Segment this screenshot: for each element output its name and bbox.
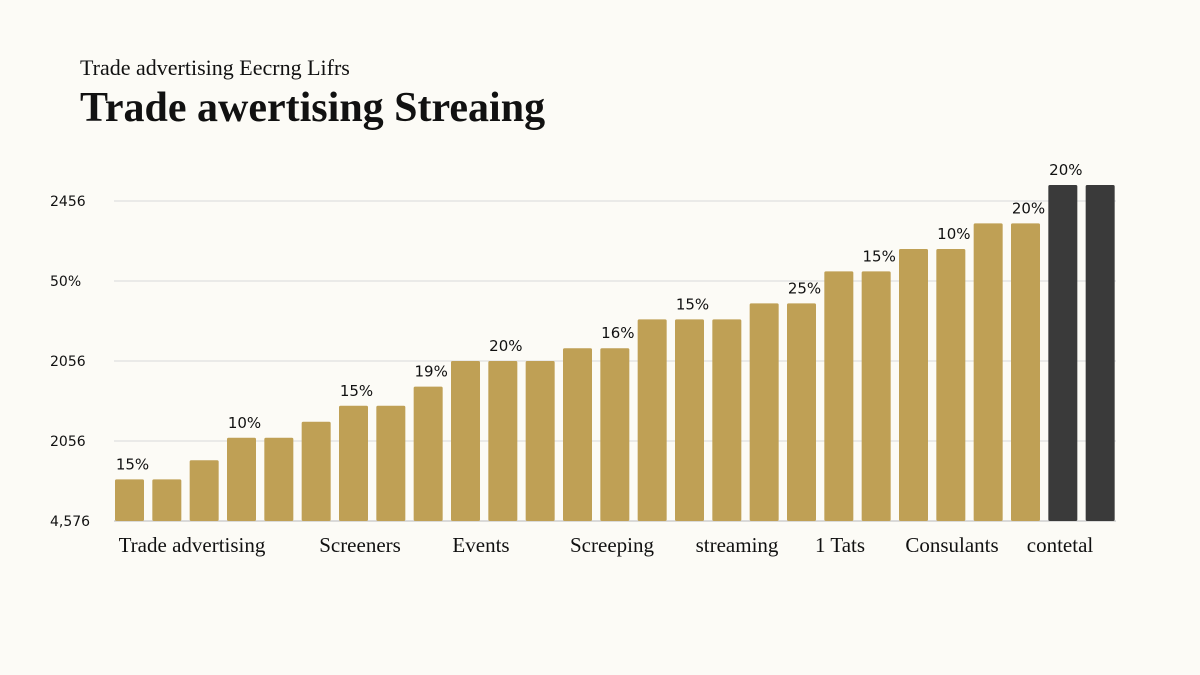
data-label: 15%	[676, 295, 709, 313]
bar	[227, 437, 256, 521]
bar	[115, 479, 144, 521]
bar	[488, 361, 518, 521]
y-tick-label: 4,576	[50, 514, 90, 530]
chart-subtitle: Trade advertising Eecrng Lifrs	[80, 55, 350, 80]
bar	[301, 421, 331, 521]
x-category-label: Trade advertising	[119, 533, 266, 557]
x-category-label: Events	[452, 533, 509, 557]
bar	[973, 223, 1003, 521]
bar	[413, 386, 443, 521]
bar	[189, 460, 219, 521]
bar	[451, 361, 480, 521]
bar	[339, 405, 368, 521]
bar	[749, 303, 779, 521]
x-category-label: Screeners	[319, 533, 401, 557]
data-label: 20%	[1012, 199, 1045, 217]
x-category-label: contetal	[1027, 533, 1094, 557]
bar	[861, 271, 891, 521]
y-tick-label: 2056	[50, 434, 86, 450]
x-category-label: 1 Tats	[815, 533, 865, 557]
x-category-label: streaming	[696, 533, 779, 557]
data-labels: 15% 10% 15% 19% 20% 16% 15% 25% 15% 10% 20% 20%	[116, 161, 1083, 473]
data-label: 25%	[788, 279, 821, 297]
x-category-label: Consulants	[905, 533, 998, 557]
data-label: 10%	[228, 414, 261, 432]
bar	[264, 437, 294, 521]
bar	[563, 348, 592, 521]
y-tick-label: 2456	[50, 194, 86, 210]
bar	[824, 271, 854, 521]
bars	[115, 185, 1115, 521]
bar	[376, 405, 406, 521]
chart-titles: Trade advertising Eecrng Lifrs Trade awe…	[80, 54, 545, 132]
bar	[712, 319, 742, 521]
y-axis-tick-labels: 4,576 2056 2056 50% 2456	[50, 194, 90, 530]
chart-title: Trade awertising Streaing	[80, 85, 546, 131]
data-label: 16%	[601, 324, 634, 342]
bar	[787, 303, 816, 521]
bar	[152, 479, 182, 521]
bar	[675, 319, 704, 521]
data-label: 20%	[489, 337, 522, 355]
bar	[936, 249, 966, 521]
bar	[1085, 185, 1115, 521]
x-axis-category-labels: Trade advertising Screeners Events Screepin…	[119, 533, 1094, 557]
x-category-label: Screeping	[570, 533, 654, 557]
y-tick-label: 50%	[50, 274, 81, 290]
y-tick-label: 2056	[50, 354, 86, 370]
data-label: 20%	[1049, 161, 1082, 179]
bar	[1011, 223, 1040, 521]
data-label: 15%	[340, 382, 373, 400]
data-label: 10%	[937, 225, 970, 243]
bar	[525, 361, 555, 521]
data-label: 15%	[862, 247, 895, 265]
bar	[600, 348, 630, 521]
data-label: 15%	[116, 455, 149, 473]
bar	[637, 319, 667, 521]
bar	[1048, 185, 1078, 521]
bar	[899, 249, 928, 521]
data-label: 19%	[414, 363, 447, 381]
